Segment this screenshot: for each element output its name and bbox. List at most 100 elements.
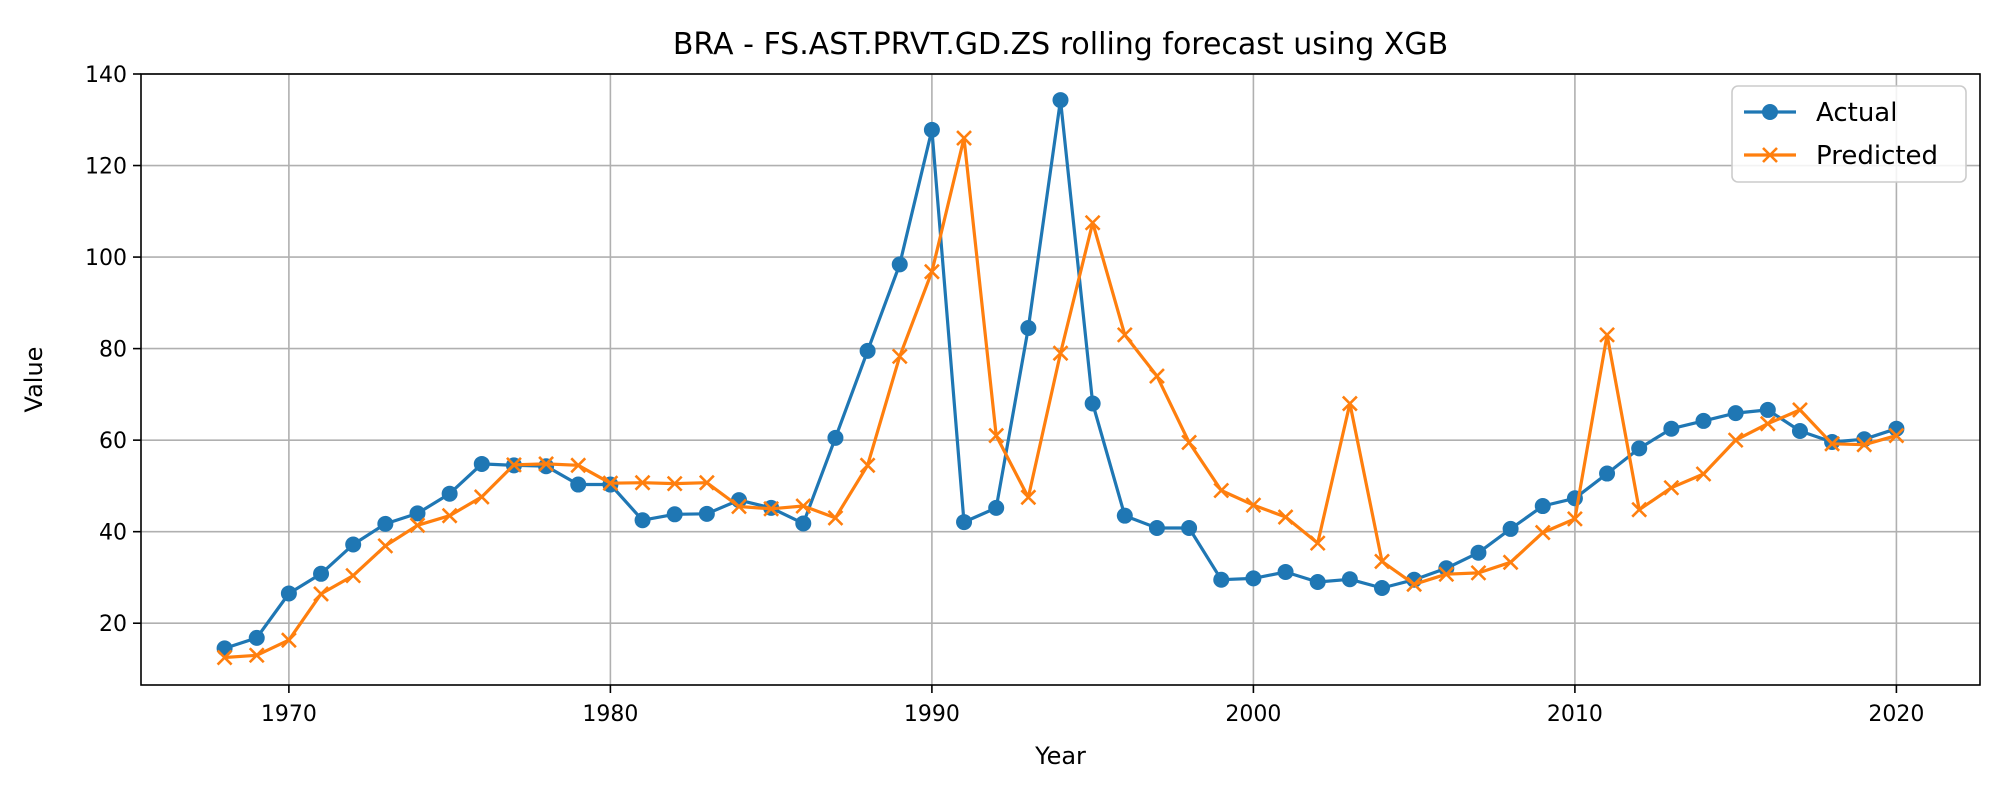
y-tick-label: 40: [99, 521, 127, 546]
data-point-predicted: [731, 498, 747, 515]
data-point-actual: [280, 585, 297, 602]
data-point-predicted: [1663, 479, 1680, 496]
axis-ticks: 1970 1980 1990 2000 2010 20202040608010012014…: [85, 63, 1924, 727]
data-point-actual: [1277, 563, 1294, 580]
data-point-actual: [1631, 440, 1648, 457]
data-point-actual: [377, 515, 394, 532]
y-tick-label: 60: [99, 429, 127, 454]
data-point-predicted: [1309, 535, 1326, 552]
legend-label: Predicted: [1816, 141, 1938, 171]
data-point-predicted: [1374, 553, 1390, 570]
data-point-predicted: [698, 474, 715, 491]
data-point-actual: [1727, 405, 1744, 422]
data-point-actual: [216, 640, 233, 657]
data-point-predicted: [1149, 368, 1165, 384]
data-point-actual: [1084, 395, 1101, 412]
data-point-predicted: [313, 586, 329, 602]
data-point-actual: [1663, 420, 1680, 437]
plot-frame: [140, 73, 1981, 686]
data-point-predicted: [1759, 415, 1776, 432]
data-point-predicted: [1341, 395, 1358, 412]
data-point-predicted: [1277, 509, 1294, 525]
data-point-actual: [956, 514, 973, 531]
data-point-actual: [248, 629, 265, 646]
data-point-actual: [1052, 92, 1069, 109]
legend-label: Actual: [1816, 98, 1897, 128]
y-tick-label: 100: [85, 246, 127, 271]
data-point-actual: [1341, 571, 1358, 588]
data-point-predicted: [538, 456, 555, 472]
data-point-predicted: [1856, 436, 1873, 453]
data-point-predicted: [602, 475, 619, 492]
data-point-actual: [1502, 520, 1519, 537]
data-point-predicted: [1438, 566, 1455, 583]
x-tick-label: 1980: [582, 702, 638, 727]
data-point-actual: [1599, 465, 1616, 482]
data-point-actual: [698, 505, 715, 522]
data-point-actual: [1245, 570, 1262, 587]
data-point-actual: [570, 476, 587, 493]
x-tick-label: 2020: [1868, 702, 1924, 727]
data-point-predicted: [441, 507, 458, 524]
data-point-predicted: [956, 130, 972, 146]
data-point-predicted: [1888, 427, 1905, 444]
data-point-predicted: [1824, 435, 1841, 452]
data-point-actual: [1470, 544, 1487, 561]
x-tick-label: 1970: [261, 702, 317, 727]
data-point-predicted: [1020, 489, 1037, 506]
chart-title: BRA - FS.AST.PRVT.GD.ZS rolling forecast…: [673, 27, 1448, 62]
series-actual: [216, 92, 1905, 657]
data-point-predicted: [666, 475, 683, 492]
y-axis-label: Value: [20, 347, 48, 413]
y-tick-label: 120: [85, 155, 127, 180]
data-point-actual: [827, 429, 844, 446]
x-axis-label: Year: [1034, 742, 1086, 770]
data-point-actual: [1309, 574, 1326, 591]
data-point-predicted: [216, 649, 233, 666]
data-point-predicted: [1116, 326, 1133, 343]
data-point-actual: [666, 506, 683, 523]
x-tick-label: 2010: [1547, 702, 1603, 727]
data-point-predicted: [1502, 554, 1519, 571]
data-point-predicted: [473, 488, 490, 505]
data-point-predicted: [1599, 326, 1615, 343]
data-point-predicted: [1631, 501, 1648, 518]
series-predicted: [216, 130, 1905, 666]
data-point-predicted: [763, 500, 780, 517]
legend-item-predicted: Predicted: [1744, 141, 1938, 171]
data-point-predicted: [1534, 524, 1551, 541]
data-point-predicted: [988, 427, 1005, 444]
y-tick-label: 80: [99, 338, 127, 363]
data-point-predicted: [795, 498, 812, 514]
data-point-predicted: [1052, 345, 1069, 362]
data-point-predicted: [1245, 497, 1262, 514]
data-point-actual: [1181, 520, 1198, 537]
data-point-predicted: [1566, 510, 1583, 527]
data-point-predicted: [248, 647, 265, 664]
data-point-actual: [1534, 498, 1551, 515]
data-point-predicted: [1181, 434, 1198, 451]
data-point-predicted: [1695, 466, 1712, 482]
data-point-actual: [409, 505, 426, 522]
data-point-predicted: [859, 457, 876, 474]
data-point-predicted: [570, 457, 587, 474]
x-tick-label: 2000: [1225, 702, 1281, 727]
data-point-actual: [1213, 571, 1230, 588]
data-point-predicted: [634, 474, 651, 491]
data-point-actual: [1020, 320, 1037, 337]
series-layer: [216, 92, 1905, 666]
legend-marker-x: [1762, 147, 1778, 163]
data-point-predicted: [1406, 576, 1423, 593]
data-point-predicted: [377, 537, 394, 554]
data-point-actual: [1759, 401, 1776, 418]
data-point-predicted: [280, 632, 297, 649]
data-point-actual: [1148, 520, 1165, 537]
legend: Actual Predicted: [1731, 85, 1967, 183]
data-point-actual: [988, 499, 1005, 516]
data-point-predicted: [409, 517, 426, 534]
data-point-actual: [441, 485, 458, 502]
legend-marker-circle: [1762, 104, 1778, 120]
data-point-actual: [1438, 560, 1455, 577]
